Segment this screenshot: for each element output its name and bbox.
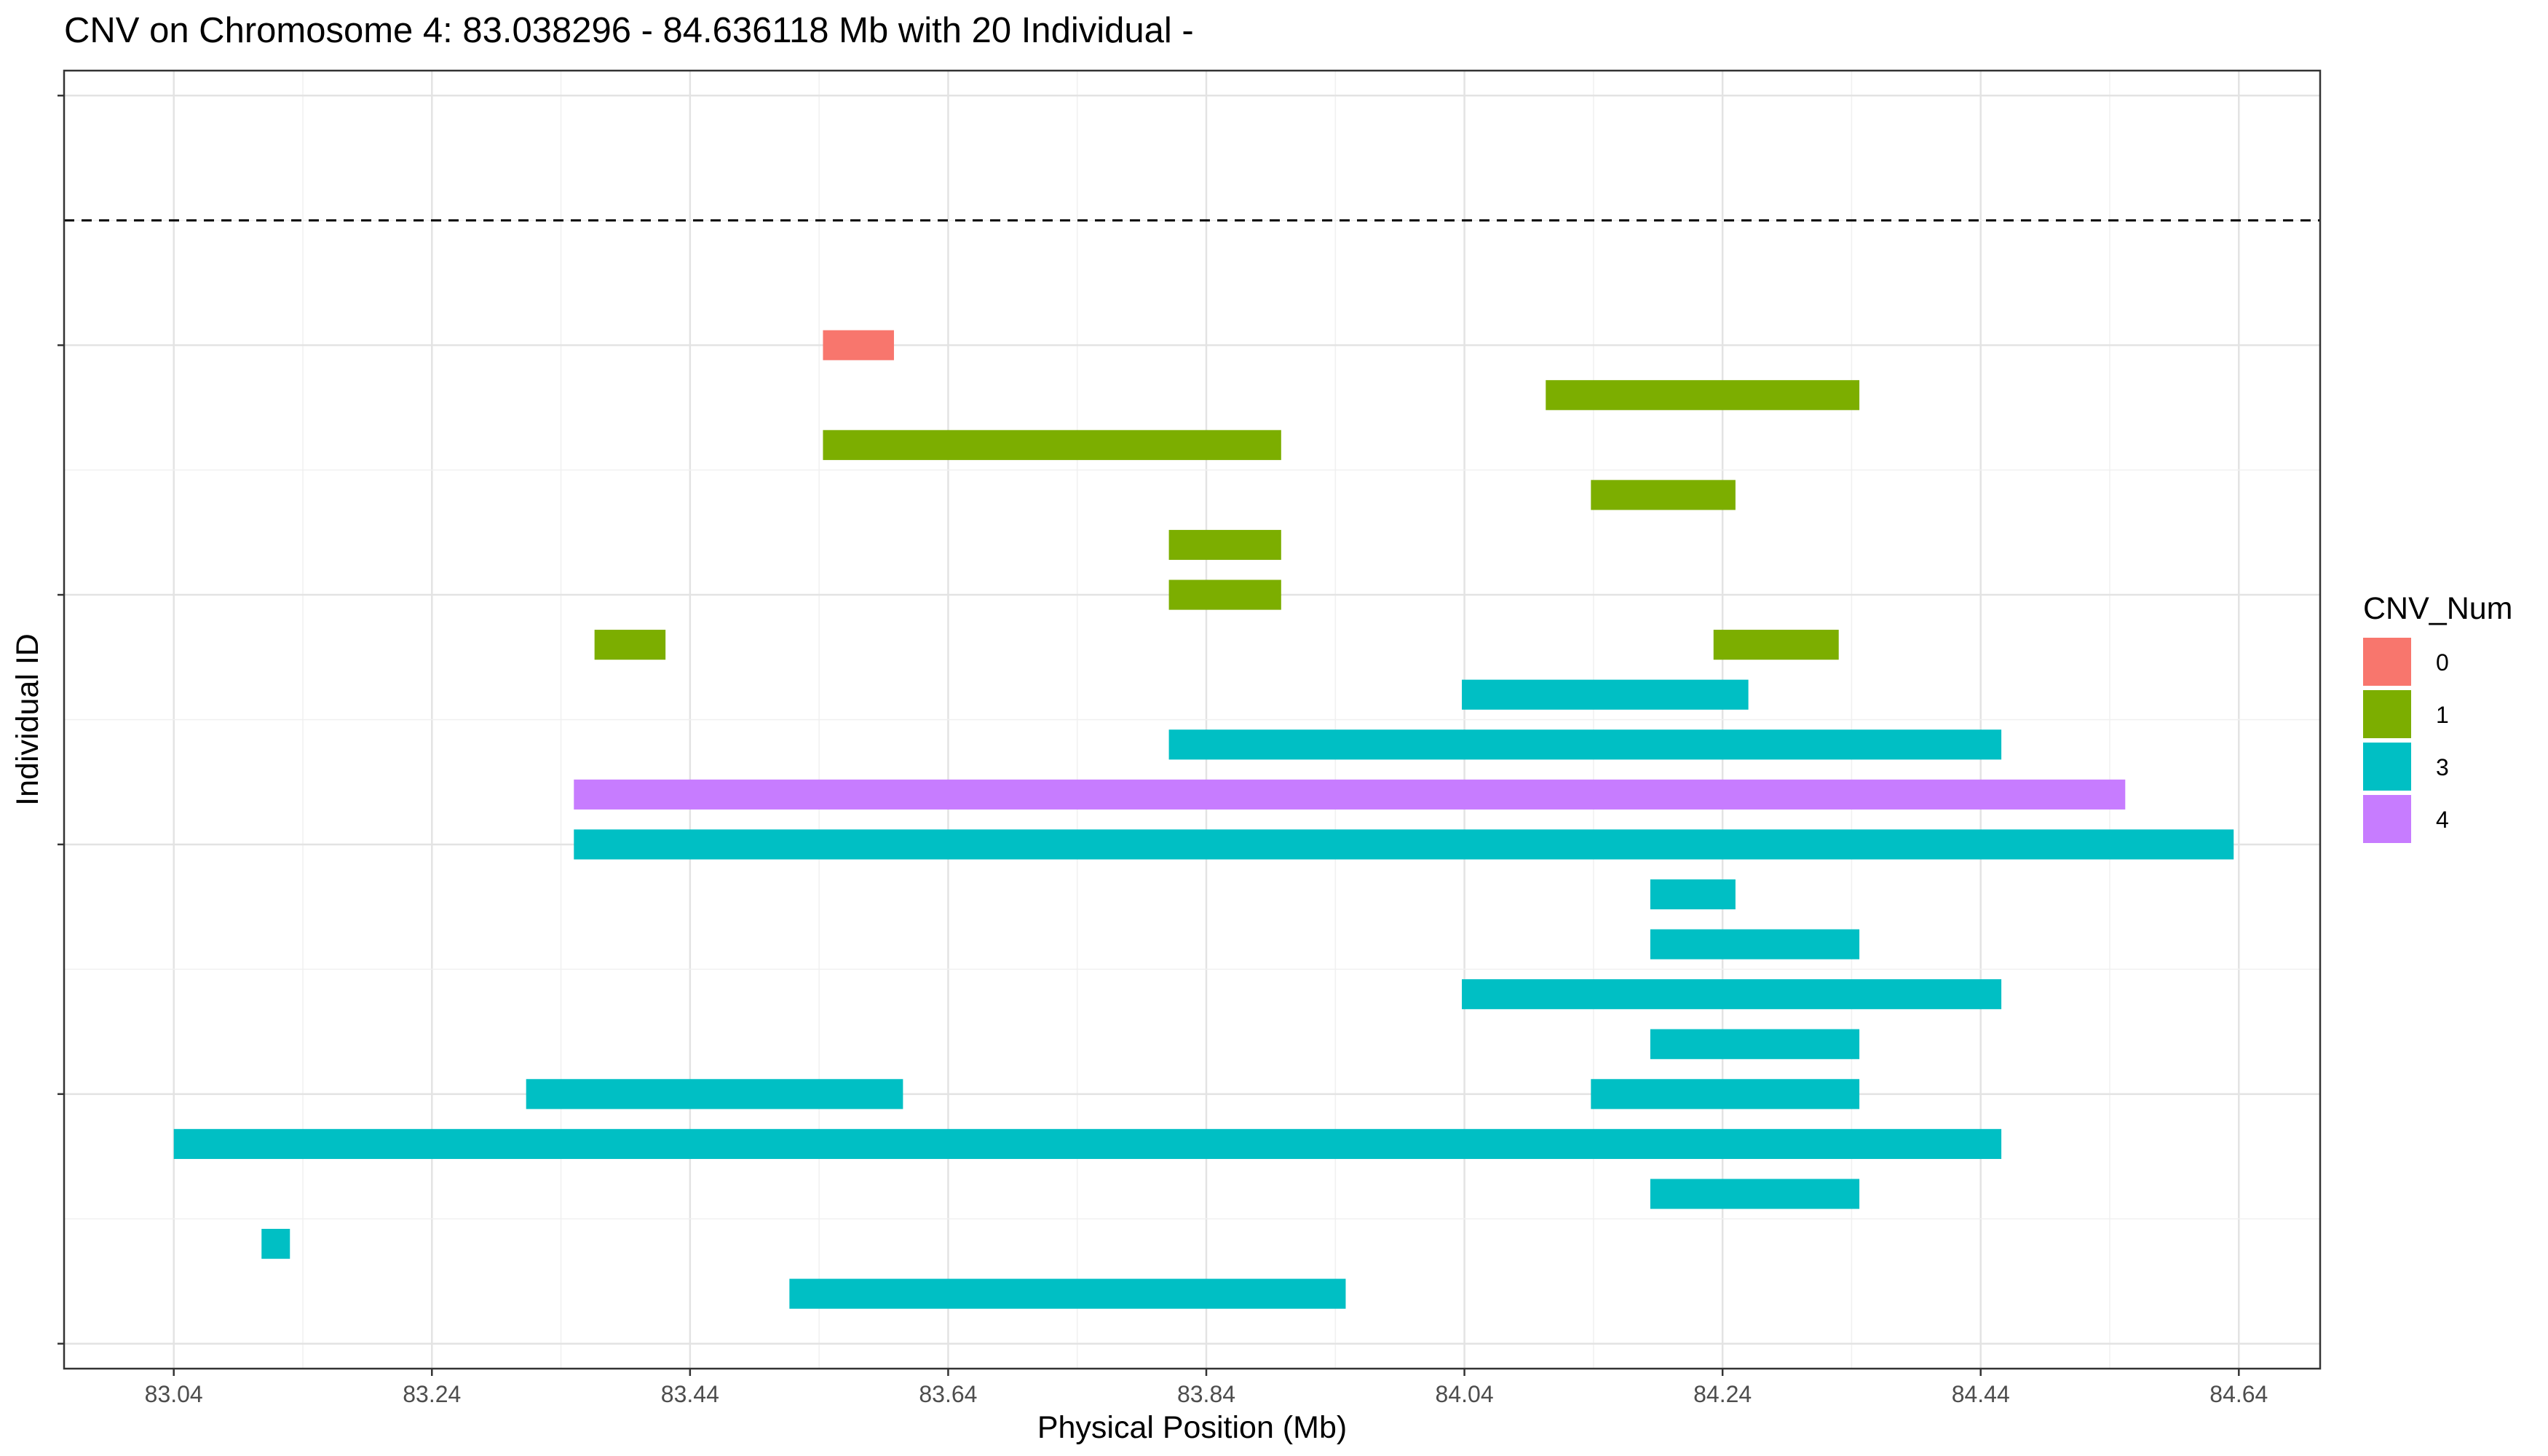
legend-label-4: 4 — [2436, 807, 2449, 833]
cnv-segment-1 — [1591, 480, 1736, 510]
legend-label-1: 1 — [2436, 702, 2449, 728]
cnv-segment-1 — [594, 630, 666, 660]
cnv-segment-3 — [574, 829, 2234, 860]
cnv-segment-3 — [1650, 1029, 1860, 1059]
legend-key-1 — [2363, 690, 2411, 738]
legend-title: CNV_Num — [2363, 591, 2513, 626]
x-tick-label: 84.24 — [1693, 1381, 1752, 1407]
axes: 83.04 83.24 83.44 83.64 83.84 84.04 84.24 84.44… — [58, 95, 2268, 1407]
legend-key-3 — [2363, 743, 2411, 791]
legend-key-0 — [2363, 638, 2411, 686]
segments — [173, 330, 2234, 1309]
y-axis-title: Individual ID — [10, 633, 45, 806]
cnv-segment-1 — [1168, 529, 1281, 561]
cnv-segment-1 — [1713, 630, 1839, 660]
cnv-segment-3 — [261, 1228, 290, 1259]
cnv-segment-3 — [1591, 1079, 1860, 1109]
x-tick-label: 83.04 — [145, 1381, 203, 1407]
x-tick-label: 83.24 — [403, 1381, 461, 1407]
cnv-segment-3 — [789, 1278, 1346, 1309]
x-tick-label: 83.64 — [919, 1381, 977, 1407]
cnv-segment-1 — [1168, 579, 1281, 610]
cnv-segment-3 — [1462, 979, 2002, 1010]
x-tick-label: 83.44 — [661, 1381, 719, 1407]
cnv-segment-3 — [1168, 729, 2002, 760]
x-axis-title: Physical Position (Mb) — [1037, 1410, 1347, 1445]
legend-label-0: 0 — [2436, 649, 2449, 676]
cnv-segment-3 — [1650, 879, 1736, 910]
x-tick-label: 84.44 — [1952, 1381, 2010, 1407]
x-tick-label: 83.84 — [1177, 1381, 1235, 1407]
cnv-segment-4 — [574, 779, 2126, 810]
plot-panel-border — [63, 69, 2322, 1370]
cnv-segment-1 — [1546, 380, 1860, 411]
legend-key-4 — [2363, 795, 2411, 843]
cnv-segment-1 — [823, 430, 1281, 460]
x-tick-label: 84.64 — [2209, 1381, 2268, 1407]
legend-label-3: 3 — [2436, 754, 2449, 780]
cnv-segment-0 — [823, 330, 894, 360]
x-tick-label: 84.04 — [1436, 1381, 1494, 1407]
chart-title: CNV on Chromosome 4: 83.038296 - 84.6361… — [64, 11, 1194, 50]
cnv-segment-3 — [1650, 929, 1860, 960]
cnv-segment-3 — [1462, 679, 1749, 710]
cnv-segment-3 — [1650, 1179, 1860, 1209]
legend: CNV_Num 0 1 3 4 — [2363, 591, 2513, 843]
cnv-segment-3 — [526, 1079, 903, 1109]
cnv-segment-3 — [173, 1128, 2002, 1159]
